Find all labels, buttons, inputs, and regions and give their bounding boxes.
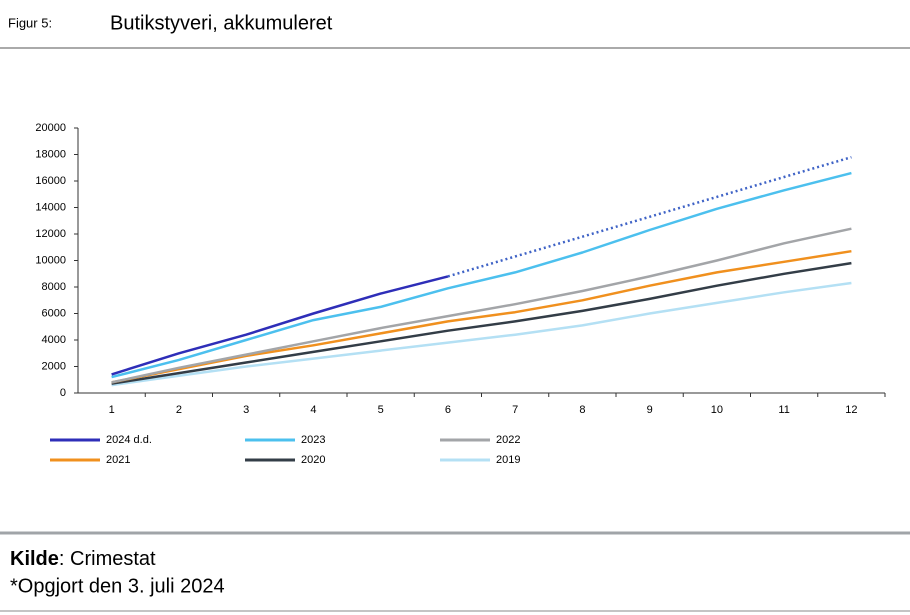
series-line: [111, 275, 449, 376]
x-tick-label: 10: [711, 404, 723, 416]
x-tick-label: 11: [778, 404, 789, 416]
x-tick-label: 6: [445, 404, 451, 416]
series-line: [111, 281, 852, 387]
legend-label: 2024 d.d.: [106, 434, 152, 446]
x-tick-label: 9: [647, 404, 653, 416]
x-tick-label: 12: [845, 404, 857, 416]
x-tick-label: 1: [109, 404, 115, 416]
x-tick-label: 8: [579, 404, 585, 416]
figure-label: Figur 5:: [8, 15, 52, 30]
series-line: [111, 249, 852, 384]
chart-title: Butikstyveri, akkumuleret: [110, 12, 333, 34]
series-line: [111, 261, 852, 385]
x-tick-label: 5: [378, 404, 384, 416]
x-tick-label: 4: [310, 404, 316, 416]
x-tick-label: 7: [512, 404, 518, 416]
source: Kilde: Crimestat: [10, 548, 156, 570]
y-tick-label: 4000: [42, 334, 66, 346]
note: *Opgjort den 3. juli 2024: [10, 575, 225, 597]
y-tick-label: 2000: [42, 360, 66, 372]
legend-label: 2019: [496, 454, 520, 466]
y-tick-label: 6000: [42, 307, 66, 319]
y-tick-label: 12000: [35, 228, 66, 240]
y-tick-label: 14000: [35, 201, 66, 213]
y-tick-label: 18000: [35, 148, 66, 160]
y-tick-label: 10000: [35, 254, 66, 266]
y-tick-label: 20000: [35, 122, 66, 134]
y-tick-label: 0: [60, 387, 66, 399]
y-tick-label: 8000: [42, 281, 66, 293]
legend-label: 2023: [301, 434, 325, 446]
x-tick-label: 2: [176, 404, 182, 416]
y-tick-label: 16000: [35, 175, 66, 187]
series-line: [111, 227, 852, 384]
series-line: [111, 171, 852, 379]
source-text: : Crimestat: [59, 548, 156, 570]
projection-line: [447, 156, 852, 278]
x-tick-label: 3: [243, 404, 249, 416]
legend-label: 2021: [106, 454, 130, 466]
source-label: Kilde: [10, 548, 59, 570]
legend-label: 2022: [496, 434, 520, 446]
legend-label: 2020: [301, 454, 325, 466]
